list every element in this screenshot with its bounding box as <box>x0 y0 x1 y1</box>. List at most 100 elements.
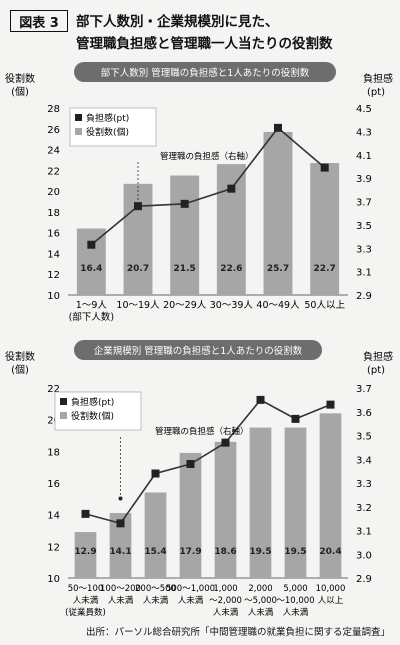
bar <box>170 175 200 295</box>
bar-data-label: 20.7 <box>127 264 149 274</box>
bar-data-label: 20.4 <box>319 547 341 557</box>
category-label: 人未満 <box>73 595 99 606</box>
burden-point <box>186 460 195 468</box>
source-note: 出所：パーソル総合研究所「中間管理職の就業負担に関する定量調査」 <box>85 627 390 638</box>
burden-point <box>326 400 335 409</box>
bar-data-label: 14.1 <box>109 547 131 557</box>
bar <box>179 452 202 578</box>
category-label: (従業員数) <box>65 607 106 618</box>
category-label: ～5,000 <box>244 596 277 606</box>
category-label: 人未満 <box>178 595 204 606</box>
burden-point <box>320 163 329 172</box>
bar-data-label: 12.9 <box>74 547 96 557</box>
bar-data-label: 15.4 <box>144 547 166 557</box>
left-axis-unit: (個) <box>11 85 29 98</box>
right-tick-label: 3.4 <box>356 455 372 466</box>
right-tick-label: 3.3 <box>356 244 372 255</box>
right-tick-label: 3.1 <box>356 268 372 279</box>
burden-point <box>256 395 265 404</box>
burden-point <box>116 519 125 528</box>
legend-bar-label: 役割数(個) <box>86 126 129 138</box>
legend-box <box>69 107 157 147</box>
legend-bar-swatch <box>75 128 82 135</box>
category-label: 200～500 <box>135 584 176 594</box>
left-tick-label: 28 <box>47 104 60 115</box>
category-label: 100～200 <box>100 584 141 594</box>
chart-title: 部下人数別 管理職の負担感と1人あたりの役割数 <box>101 67 310 79</box>
burden-point <box>227 184 236 193</box>
right-tick-label: 2.9 <box>356 291 372 302</box>
category-label: 人未満 <box>213 607 239 618</box>
right-axis-unit: (pt) <box>367 87 385 98</box>
line-annotation: 管理職の負担感（右軸） <box>155 426 249 437</box>
burden-point <box>180 199 189 208</box>
legend-line-swatch <box>75 114 82 121</box>
chart-by-company-size: 企業規模別 管理職の負担感と1人あたりの役割数役割数(個)負担感(pt)1012… <box>5 340 393 618</box>
right-tick-label: 3.5 <box>356 432 372 443</box>
bar <box>216 164 246 295</box>
category-label: (部下人数) <box>69 311 114 323</box>
bar-data-label: 22.7 <box>314 264 336 274</box>
bar <box>249 427 272 578</box>
category-label: 40～49人 <box>256 300 300 311</box>
category-label: 50～100 <box>68 584 104 594</box>
bar <box>284 427 307 578</box>
legend-box <box>54 391 142 431</box>
category-label: 20～29人 <box>163 300 207 311</box>
category-label: 10,000 <box>316 584 346 594</box>
category-label: 人未満 <box>283 607 309 618</box>
category-label: 1,000 <box>213 584 237 594</box>
category-label: 500～1,000 <box>166 584 215 594</box>
right-tick-label: 3.6 <box>356 408 372 419</box>
left-tick-label: 18 <box>47 447 60 458</box>
left-tick-label: 20 <box>47 416 60 427</box>
right-tick-label: 3.1 <box>356 527 372 538</box>
category-label: 人未満 <box>108 595 134 606</box>
left-tick-label: 14 <box>47 511 60 522</box>
left-tick-label: 12 <box>47 542 60 553</box>
burden-line <box>90 126 326 246</box>
bar-data-label: 19.5 <box>284 547 306 557</box>
burden-line <box>85 398 331 525</box>
burden-point <box>221 438 230 447</box>
figure-header: 図表 3 部下人数別・企業規模別に見た、 管理職負担感と管理職一人当たりの役割数 <box>6 6 394 52</box>
burden-point <box>151 469 160 478</box>
category-label: 2,000 <box>248 584 272 594</box>
bar <box>123 183 153 295</box>
burden-point <box>81 509 90 518</box>
bar <box>214 441 237 578</box>
category-label: 30～39人 <box>210 300 254 311</box>
right-tick-label: 4.3 <box>356 127 372 138</box>
category-label: ～10,000 <box>276 596 314 606</box>
line-annotation: 管理職の負担感（右軸） <box>160 151 254 162</box>
legend-line-label: 負担感(pt) <box>86 112 129 124</box>
bar <box>109 513 132 578</box>
right-tick-label: 3.7 <box>356 198 372 209</box>
annotation-dot <box>136 203 140 208</box>
left-tick-label: 12 <box>47 270 60 281</box>
left-tick-label: 18 <box>47 208 60 219</box>
left-tick-label: 10 <box>47 291 60 302</box>
right-tick-label: 3.9 <box>356 174 372 185</box>
bar-data-label: 18.6 <box>214 547 236 557</box>
right-tick-label: 3.5 <box>356 221 372 232</box>
left-tick-label: 22 <box>47 166 60 177</box>
burden-point <box>291 414 300 423</box>
category-label: 5,000 <box>283 584 307 594</box>
right-tick-label: 3.3 <box>356 479 372 490</box>
category-label: ～2,000 <box>209 596 242 606</box>
left-tick-label: 14 <box>47 249 60 260</box>
right-axis-title: 負担感 <box>363 350 393 363</box>
left-axis-title: 役割数 <box>5 72 35 85</box>
right-tick-label: 3.2 <box>356 503 372 514</box>
bar <box>76 228 106 295</box>
legend-line-label: 負担感(pt) <box>71 396 114 408</box>
chart-title-banner <box>74 62 336 82</box>
category-label: 10～19人 <box>116 300 160 311</box>
legend-bar-label: 役割数(個) <box>71 410 114 422</box>
bar <box>144 492 167 578</box>
bar-data-label: 19.5 <box>249 547 271 557</box>
chart-by-subordinate-count: 部下人数別 管理職の負担感と1人あたりの役割数役割数(個)負担感(pt)1012… <box>5 62 393 323</box>
left-tick-label: 24 <box>47 146 60 157</box>
bar-data-label: 16.4 <box>80 264 102 274</box>
